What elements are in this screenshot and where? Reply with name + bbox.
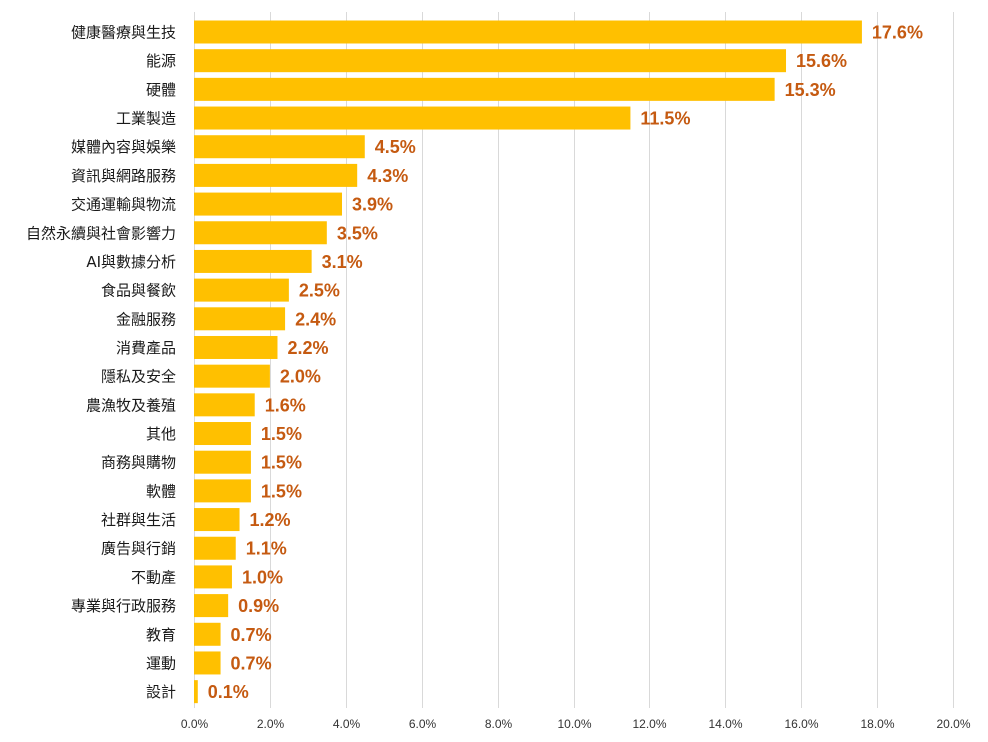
x-axis-ticks: 0.0% 2.0% 4.0% 6.0% 8.0% 10.0% 12.0% 14.0% 16.0%…	[181, 717, 971, 731]
bar	[194, 479, 251, 503]
bar	[194, 135, 365, 159]
value-label: 3.1%	[322, 252, 363, 272]
value-label: 2.5%	[299, 281, 340, 301]
value-label: 1.5%	[261, 453, 302, 473]
value-labels: 17.6% 15.6% 15.3% 11.5% 4.5% 4.3% 3.9% 3.5% 3.1%…	[208, 23, 923, 703]
value-label: 1.5%	[261, 424, 302, 444]
category-label: 工業製造	[116, 110, 176, 128]
bar	[194, 651, 221, 675]
value-label: 11.5%	[640, 109, 690, 129]
category-label: 隱私及安全	[101, 368, 176, 386]
category-labels: 健康醫療與生技能源硬體工業製造媒體內容與娛樂資訊與網路服務交通運輸與物流自然永續…	[26, 24, 176, 702]
x-tick-label: 6.0%	[409, 717, 437, 731]
bar	[194, 536, 236, 560]
x-tick-label: 0.0%	[181, 717, 209, 731]
bar	[194, 508, 240, 532]
value-label: 3.9%	[352, 195, 393, 215]
category-label: 教育	[146, 626, 176, 644]
value-label: 15.6%	[796, 51, 847, 71]
bar	[194, 221, 327, 245]
bar	[194, 77, 775, 101]
value-label: 2.4%	[295, 309, 336, 329]
category-label: 自然永續與社會影響力	[26, 224, 176, 242]
bar	[194, 450, 251, 474]
bar	[194, 622, 221, 646]
value-label: 1.0%	[242, 567, 283, 587]
category-label: 能源	[146, 52, 176, 70]
bar	[194, 393, 255, 417]
category-label: 健康醫療與生技	[71, 24, 176, 42]
bar	[194, 106, 631, 130]
bar	[194, 20, 862, 44]
x-tick-label: 4.0%	[333, 717, 361, 731]
x-tick-label: 20.0%	[936, 717, 970, 731]
category-label: 運動	[146, 654, 176, 672]
x-tick-label: 14.0%	[708, 717, 742, 731]
category-label: 軟體	[146, 482, 176, 500]
bar	[194, 594, 229, 618]
value-label: 0.1%	[208, 682, 249, 702]
x-tick-label: 2.0%	[257, 717, 285, 731]
bar	[194, 680, 198, 704]
category-label: 資訊與網路服務	[71, 167, 176, 185]
bar	[194, 249, 312, 273]
value-label: 1.1%	[246, 539, 287, 559]
value-label: 2.0%	[280, 367, 321, 387]
bar	[194, 565, 232, 589]
value-label: 1.5%	[261, 481, 302, 501]
bar	[194, 422, 251, 446]
value-label: 0.7%	[231, 653, 272, 673]
bar	[194, 307, 286, 331]
bar	[194, 278, 289, 302]
category-label: 不動產	[131, 568, 176, 586]
x-tick-label: 8.0%	[485, 717, 513, 731]
category-label: AI與數據分析	[86, 253, 176, 271]
value-label: 4.3%	[367, 166, 408, 186]
category-label: 媒體內容與娛樂	[71, 138, 176, 156]
x-tick-label: 10.0%	[557, 717, 591, 731]
bars	[194, 20, 862, 704]
value-label: 17.6%	[872, 23, 923, 43]
value-label: 3.5%	[337, 223, 378, 243]
category-label: 交通運輸與物流	[71, 196, 176, 214]
category-label: 消費產品	[116, 339, 176, 357]
value-label: 0.7%	[231, 625, 272, 645]
category-label: 專業與行政服務	[71, 597, 176, 615]
value-label: 1.2%	[250, 510, 291, 530]
value-label: 15.3%	[785, 80, 836, 100]
category-label: 商務與購物	[101, 454, 176, 472]
bar	[194, 364, 270, 388]
category-label: 硬體	[146, 81, 176, 99]
bar	[194, 163, 358, 187]
value-label: 2.2%	[287, 338, 328, 358]
bar	[194, 335, 278, 359]
category-label: 設計	[146, 683, 176, 701]
value-label: 1.6%	[265, 395, 306, 415]
category-label: 金融服務	[116, 310, 176, 328]
x-tick-label: 18.0%	[860, 717, 894, 731]
value-label: 4.5%	[375, 137, 416, 157]
category-label: 食品與餐飲	[101, 282, 176, 300]
bar	[194, 192, 342, 216]
category-label: 廣告與行銷	[101, 540, 176, 558]
x-tick-label: 16.0%	[784, 717, 818, 731]
category-label: 其他	[146, 425, 176, 443]
bar	[194, 49, 787, 73]
value-label: 0.9%	[238, 596, 279, 616]
category-label: 農漁牧及養殖	[86, 396, 176, 414]
x-tick-label: 12.0%	[632, 717, 666, 731]
category-label: 社群與生活	[101, 511, 176, 529]
